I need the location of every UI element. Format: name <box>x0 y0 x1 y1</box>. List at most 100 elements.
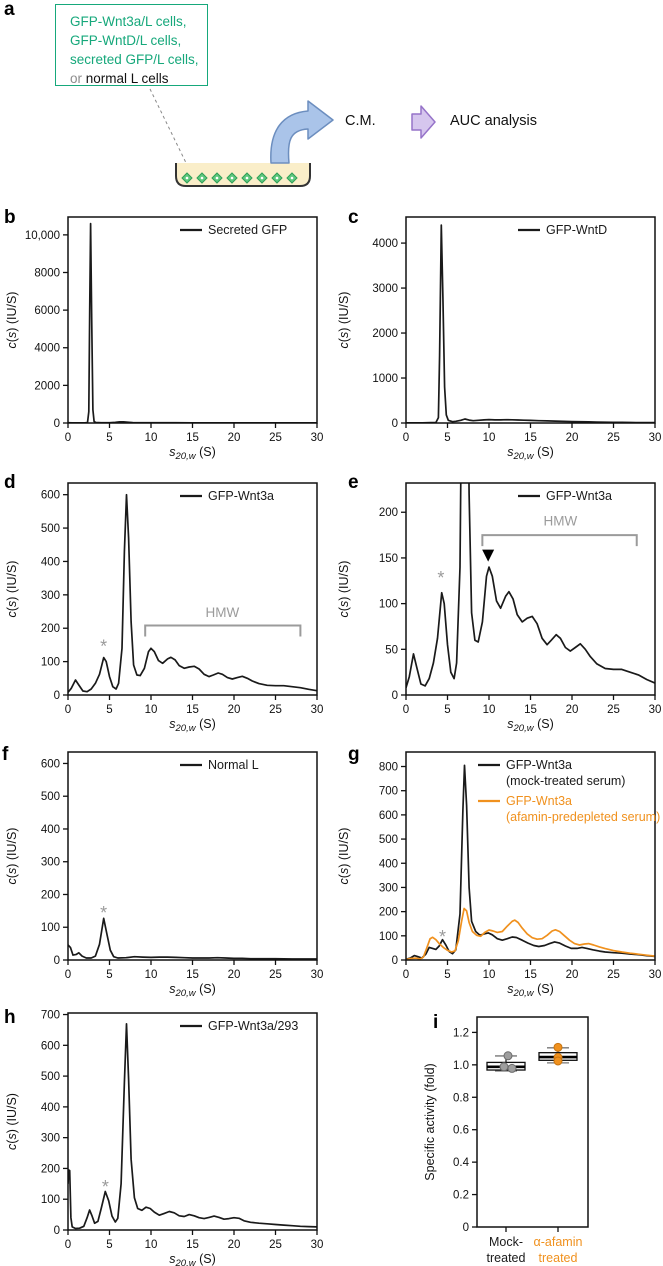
legend-label: (afamin-predepleted serum) <box>506 810 660 824</box>
x-axis-label: s20,w (S) <box>169 982 215 999</box>
y-tick-label: 600 <box>41 1040 60 1052</box>
asterisk-marker: * <box>439 927 446 947</box>
x-tick-label: 5 <box>106 969 112 981</box>
y-tick-label: 0 <box>392 690 398 702</box>
y-axis-label: c(s) (IU/S) <box>337 292 351 349</box>
y-tick-label: 6000 <box>34 305 60 317</box>
y-tick-label: 50 <box>385 644 398 656</box>
x-tick-label: 30 <box>311 432 324 444</box>
plot-border <box>405 482 656 696</box>
group-label: Mock- <box>489 1235 523 1249</box>
cell-dot <box>215 176 219 180</box>
x-tick-label: 30 <box>649 704 662 716</box>
hmw-bracket <box>481 534 638 547</box>
y-tick-label: 0.6 <box>453 1125 469 1137</box>
plot-border <box>67 1012 318 1231</box>
y-tick-label: 1000 <box>372 373 398 385</box>
hmw-label: HMW <box>544 513 578 528</box>
y-tick-label: 300 <box>41 857 60 869</box>
data-point <box>553 1056 563 1066</box>
series-line <box>68 222 317 423</box>
asterisk-marker: * <box>100 636 107 656</box>
y-tick-label: 3000 <box>372 283 398 295</box>
y-tick-label: 100 <box>41 922 60 934</box>
x-tick-label: 10 <box>483 432 496 444</box>
y-tick-label: 4000 <box>34 343 60 355</box>
y-tick-label: 0 <box>463 1222 469 1234</box>
y-tick-label: 400 <box>379 858 398 870</box>
y-tick-label: 500 <box>41 791 60 803</box>
y-tick-label: 200 <box>379 507 398 519</box>
legend-label: GFP-Wnt3a/293 <box>208 1019 298 1033</box>
x-tick-label: 15 <box>524 969 537 981</box>
block-arrow-icon <box>411 105 436 139</box>
y-axis-label: c(s) (IU/S) <box>337 561 351 618</box>
hmw-label: HMW <box>206 605 240 620</box>
y-tick-label: 0.2 <box>453 1190 469 1202</box>
y-axis-label: c(s) (IU/S) <box>337 828 351 885</box>
x-tick-label: 25 <box>607 704 620 716</box>
y-tick-label: 0 <box>54 955 60 967</box>
x-tick-label: 20 <box>228 1239 241 1251</box>
y-tick-label: 700 <box>41 1010 60 1022</box>
x-tick-label: 0 <box>65 704 71 716</box>
legend-label: (mock-treated serum) <box>506 774 625 788</box>
y-tick-label: 700 <box>379 786 398 798</box>
x-tick-label: 0 <box>65 1239 71 1251</box>
y-tick-label: 200 <box>41 1163 60 1175</box>
y-tick-label: 400 <box>41 556 60 568</box>
x-tick-label: 25 <box>269 432 282 444</box>
data-point <box>499 1062 509 1072</box>
series-line <box>68 1022 317 1230</box>
y-tick-label: 2000 <box>34 380 60 392</box>
y-tick-label: 500 <box>379 834 398 846</box>
x-axis-label: s20,w (S) <box>507 445 553 462</box>
y-tick-label: 500 <box>41 523 60 535</box>
y-tick-label: 0.8 <box>453 1092 469 1104</box>
panel-a-label: a <box>4 0 15 20</box>
x-tick-label: 30 <box>311 969 324 981</box>
x-tick-label: 15 <box>524 432 537 444</box>
x-tick-label: 5 <box>444 704 450 716</box>
x-tick-label: 5 <box>444 432 450 444</box>
x-tick-label: 5 <box>444 969 450 981</box>
cell-line-2: GFP-WntD/L cells, <box>70 33 182 48</box>
y-tick-label: 200 <box>379 907 398 919</box>
x-tick-label: 10 <box>145 432 158 444</box>
x-tick-label: 25 <box>607 969 620 981</box>
y-tick-label: 400 <box>41 1102 60 1114</box>
x-tick-label: 30 <box>649 432 662 444</box>
x-tick-label: 15 <box>186 704 199 716</box>
x-tick-label: 0 <box>65 969 71 981</box>
legend-label: GFP-Wnt3a <box>506 758 572 772</box>
auc-label: AUC analysis <box>450 113 538 129</box>
data-point <box>503 1051 513 1061</box>
panel-c-label: c <box>348 207 359 228</box>
plot-border <box>67 482 318 696</box>
y-axis-label: c(s) (IU/S) <box>5 828 19 885</box>
y-tick-label: 10,000 <box>25 230 60 242</box>
y-tick-label: 100 <box>41 657 60 669</box>
panel-b-label: b <box>4 207 16 228</box>
chart-gfp-wnt3a-zoom: HMW 0 5 10 15 20 25 30 0 50 100 150 200 s20,w (S) c(s)… <box>337 482 662 734</box>
legend-label: GFP-Wnt3a <box>506 794 572 808</box>
chart-serum-comparison: 0 5 10 15 20 25 300100200300400500600700800s20… <box>337 751 661 999</box>
x-axis-label: s20,w (S) <box>169 445 215 462</box>
y-tick-label: 0.4 <box>453 1157 470 1169</box>
chart-gfp-wntd: 0 5 10 15 20 25 30 0 1000 2000 3000 4000 s20,w (S) c(… <box>337 216 662 462</box>
x-tick-label: 25 <box>269 969 282 981</box>
x-tick-label: 0 <box>65 432 71 444</box>
y-axis-label: c(s) (IU/S) <box>5 292 19 349</box>
data-point <box>553 1042 563 1052</box>
cell-dot <box>260 176 264 180</box>
series-line <box>68 493 317 693</box>
y-tick-label: 300 <box>379 882 398 894</box>
x-tick-label: 15 <box>524 704 537 716</box>
y-tick-label: 600 <box>41 758 60 770</box>
legend-label: Secreted GFP <box>208 223 287 237</box>
y-tick-label: 100 <box>41 1194 60 1206</box>
x-tick-label: 10 <box>145 704 158 716</box>
cell-dot <box>245 176 249 180</box>
